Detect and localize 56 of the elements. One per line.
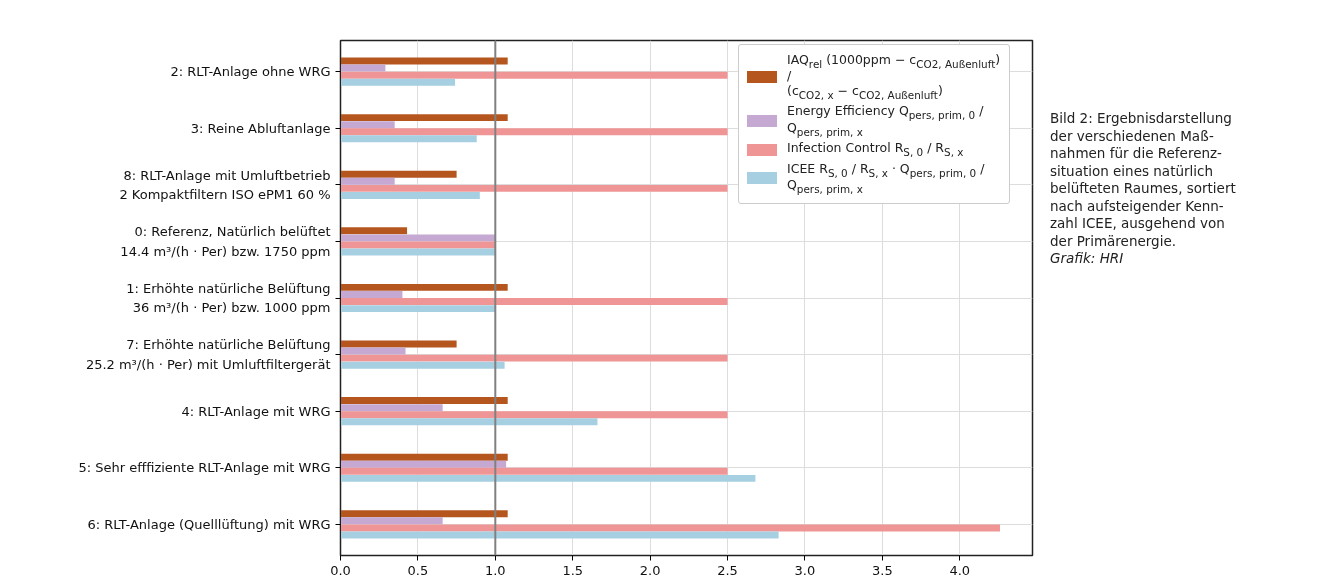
bar: [340, 170, 457, 178]
y-tick-label: 5: Sehr efffiziente RLT-Anlage mit WRG: [78, 460, 331, 476]
y-tick-label: 1: Erhöhte natürliche Belüftung 36 m³/(h · Per) bzw. 1000 ppm: [126, 280, 331, 316]
bar: [340, 397, 508, 405]
bar: [340, 418, 598, 426]
y-tick-label: 3: Reine Abluftanlage: [190, 120, 331, 136]
bar: [340, 404, 443, 412]
bar: [340, 517, 443, 525]
text: Bild 2: Ergebnisdarstellung der verschiedenen Maß- nahmen für die Referenz- situation eines natürlich belüfteten Raumes, sortiert nach aufsteigender Kenn- zahl ICEE, ausgehend von der Primärenergie.: [1050, 110, 1236, 251]
bar: [340, 234, 496, 242]
y-tick-label: 4: RLT-Anlage mit WRG: [181, 403, 331, 419]
y-tick-label: 0: Referenz, Natürlich belüftet 14.4 m³/(h · Per) bzw. 1750 ppm: [120, 224, 331, 259]
bar: [340, 283, 508, 291]
bar: [340, 467, 728, 475]
x-tick-label: 0.0: [330, 562, 351, 578]
bar: [340, 135, 477, 143]
x-tick-label: 0.5: [407, 562, 429, 578]
bar: [340, 128, 728, 136]
x-tick-label: 3.5: [872, 562, 893, 578]
bar: [340, 191, 480, 199]
x-tick-label: 1.0: [484, 562, 506, 578]
x-tick-label: 1.5: [562, 562, 584, 578]
text: IAQ$_{rel}$ (1000ppm − c$_{CO2, Außenluft}$) / (c$_{CO2, x}$ − c$_{CO2, Außenluft}$): [787, 52, 1001, 101]
bar: [340, 184, 728, 192]
x-tick-label: 4.0: [949, 562, 971, 578]
bar: [340, 524, 1000, 532]
bar: [340, 114, 508, 122]
bar: [340, 453, 508, 461]
y-tick-label: 7: Erhöhte natürliche Belüftung 25.2 m³/(h · Per) mit Umluftfiltergerät: [85, 337, 331, 372]
bar: [340, 305, 496, 313]
bar: [340, 354, 728, 362]
bar: [340, 460, 507, 468]
y-tick-label: 2: RLT-Anlage ohne WRG: [170, 64, 331, 80]
x-tick-label: 2.0: [639, 562, 661, 578]
text: ICEE R$_{S, 0}$ / R$_{S, x}$ · Q$_{pers, prim, 0}$ / Q$_{pers, prim, x}$: [787, 160, 985, 195]
x-tick-label: 2.5: [717, 562, 738, 578]
bar: [340, 64, 386, 72]
bar: [340, 291, 403, 298]
bar: [340, 347, 406, 355]
y-tick-label: 6: RLT-Anlage (Quelllüftung) mit WRG: [87, 516, 331, 532]
bar: [340, 177, 395, 185]
bar: [340, 241, 496, 249]
bar: [340, 510, 508, 518]
x-tick-label: 3.0: [794, 562, 816, 578]
bar: [340, 121, 395, 129]
bar: [340, 411, 728, 419]
text: Grafik: HRI: [1050, 250, 1125, 268]
bar: [340, 227, 408, 235]
y-tick-label: 8: RLT-Anlage mit Umluftbetrieb 2 Kompaktfiltern ISO ePM1 60 %: [119, 167, 331, 203]
legend-label: Infection Control R$_{S, 0}$ / R$_{S, x}$: [787, 140, 964, 158]
bar: [340, 78, 456, 86]
bar: [340, 361, 505, 369]
bar: [340, 298, 728, 305]
text: Energy Efficiency Q$_{pers, prim, 0}$ / Q$_{pers, prim, x}$: [787, 103, 984, 138]
bar: [340, 71, 728, 79]
bar: [340, 474, 756, 482]
